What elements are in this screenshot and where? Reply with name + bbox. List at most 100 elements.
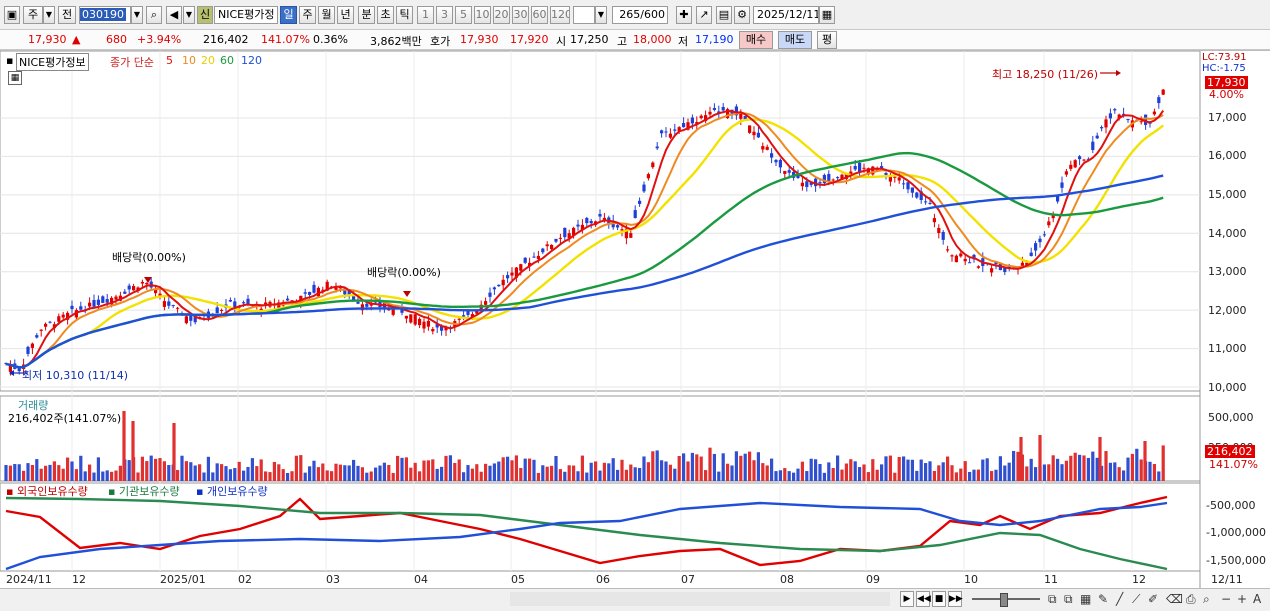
volume-bar	[866, 472, 870, 481]
buy-button[interactable]: 매수	[739, 31, 773, 49]
low-annotation: 최저 10,310 (11/14)	[22, 369, 129, 382]
candle	[814, 178, 818, 187]
volume-bar	[158, 458, 162, 481]
candle	[558, 237, 562, 239]
period-tick[interactable]: 틱	[396, 6, 413, 24]
candle	[57, 316, 61, 322]
market-select[interactable]: 주	[23, 6, 43, 24]
candle	[664, 131, 668, 133]
layout-icon[interactable]: ▣	[4, 6, 20, 24]
font-size-icon[interactable]: A	[1253, 592, 1262, 606]
volume-bar	[140, 456, 144, 481]
chart-info-label[interactable]: NICE평가정보	[16, 53, 89, 71]
code-dropdown-icon[interactable]: ▼	[131, 6, 143, 24]
volume-bar	[990, 471, 994, 481]
interval-30[interactable]: 30	[512, 6, 529, 24]
zoom-out-icon[interactable]: −	[1221, 592, 1232, 606]
candle	[866, 168, 870, 175]
candle	[246, 298, 250, 305]
candle	[673, 129, 677, 131]
zoom-in-icon[interactable]: +	[1237, 592, 1248, 606]
fast-forward-icon[interactable]: ▶▶	[948, 591, 963, 607]
zoom-icon[interactable]: ↗	[696, 6, 712, 24]
volume-bar	[607, 463, 611, 481]
zoom-slider-handle[interactable]	[1000, 593, 1008, 607]
candle	[413, 314, 417, 325]
speaker-dropdown-icon[interactable]: ▼	[183, 6, 195, 24]
scroll-track[interactable]	[510, 592, 890, 606]
eval-button[interactable]: 평	[817, 31, 837, 49]
interval-1[interactable]: 1	[417, 6, 434, 24]
period-second[interactable]: 초	[377, 6, 394, 24]
volume-bar	[594, 461, 598, 481]
candle	[475, 310, 479, 314]
print-icon[interactable]: ⎙	[1186, 592, 1196, 606]
volume-bar	[919, 459, 923, 481]
gear-icon[interactable]: ⚙	[734, 6, 750, 24]
draw-icon[interactable]: ✎	[1098, 592, 1109, 606]
interval-60[interactable]: 60	[531, 6, 548, 24]
count-value: 265	[619, 8, 641, 21]
volume-bar	[250, 458, 254, 481]
x-label: 03	[326, 573, 340, 586]
interval-20[interactable]: 20	[493, 6, 510, 24]
volume-bar	[941, 462, 945, 481]
volume-bar	[352, 459, 356, 481]
candle	[343, 288, 347, 295]
interval-dropdown-icon[interactable]: ▼	[595, 6, 607, 24]
stock-code-input[interactable]: 030190	[79, 6, 131, 24]
layout-icon[interactable]: ⧉	[1048, 592, 1057, 606]
low-price: 17,190	[695, 33, 734, 46]
volume-bar	[1060, 464, 1064, 481]
date-input[interactable]: 2025/12/11	[753, 6, 819, 24]
sell-button[interactable]: 매도	[778, 31, 812, 49]
open-price: 17,250	[570, 33, 609, 46]
volume-spike	[1038, 435, 1042, 481]
crosshair-icon[interactable]: ✚	[676, 6, 692, 24]
compare-icon[interactable]: ⧉	[1064, 592, 1073, 606]
save-icon[interactable]: ▤	[716, 6, 732, 24]
text-tool-icon[interactable]: ✐	[1148, 592, 1159, 606]
high-price: 18,000	[633, 33, 672, 46]
interval-10[interactable]: 10	[474, 6, 491, 24]
line-tool-icon[interactable]: ╱	[1116, 592, 1124, 606]
count-field[interactable]: 265/600	[612, 6, 668, 24]
volume-bar	[338, 464, 342, 481]
interval-120[interactable]: 120	[550, 6, 570, 24]
search-icon[interactable]: ⌕	[146, 6, 162, 24]
rewind-icon[interactable]: ◀◀	[916, 591, 931, 607]
period-minute[interactable]: 분	[358, 6, 375, 24]
volume-bar	[633, 467, 637, 481]
volume-bar	[242, 470, 246, 481]
stop-icon[interactable]: ■	[932, 591, 946, 607]
grid-toggle-icon[interactable]: ▦	[8, 71, 22, 85]
candle	[620, 229, 624, 231]
zoom-search-icon[interactable]: ⌕	[1203, 592, 1210, 606]
chart-area[interactable]: ▪ NICE평가정보 종가 단순 5 10 20 60 120 ▦ 배당락(0.…	[0, 50, 1270, 611]
speaker-icon[interactable]: ◀	[166, 6, 182, 24]
custom-interval-input[interactable]	[573, 6, 595, 24]
volume-bar	[849, 459, 853, 481]
period-year[interactable]: 년	[337, 6, 354, 24]
calendar-icon[interactable]: ▦	[819, 6, 835, 24]
period-day[interactable]: 일	[280, 6, 297, 24]
period-week[interactable]: 주	[299, 6, 316, 24]
volume-bar	[246, 466, 250, 481]
eraser-icon[interactable]: ⌫	[1166, 592, 1183, 606]
candle	[61, 314, 65, 318]
candle	[110, 297, 114, 305]
trend-tool-icon[interactable]: ⟋	[1132, 592, 1141, 606]
period-month[interactable]: 월	[318, 6, 335, 24]
volume-bar	[206, 456, 210, 481]
candle	[506, 275, 510, 279]
scroll-right-icon[interactable]: ▶	[900, 591, 914, 607]
candle	[1034, 243, 1038, 251]
prev-button[interactable]: 전	[58, 6, 76, 24]
candle	[976, 266, 980, 268]
chevron-down-icon[interactable]: ▼	[43, 6, 55, 24]
grid-icon[interactable]: ▦	[1080, 592, 1092, 606]
volume-bar	[92, 472, 96, 481]
interval-3[interactable]: 3	[436, 6, 453, 24]
interval-5[interactable]: 5	[455, 6, 472, 24]
price-tick: 11,000	[1208, 342, 1247, 355]
